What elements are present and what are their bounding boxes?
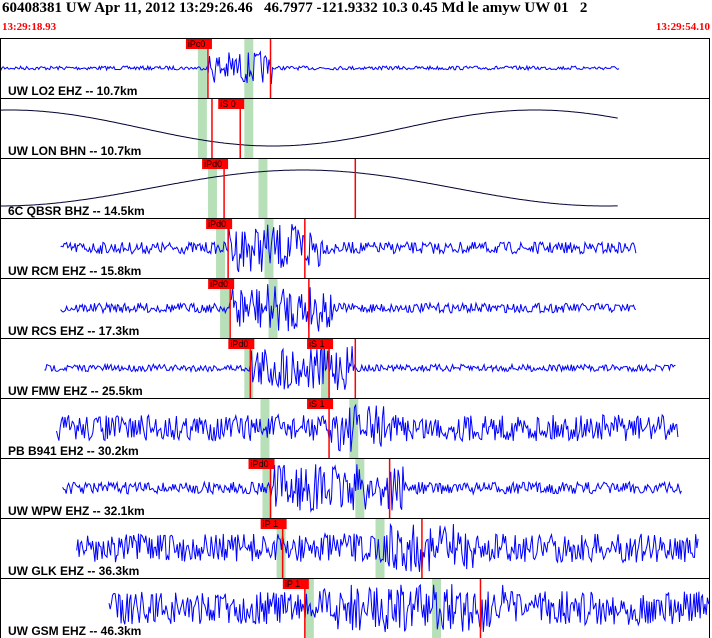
panel-frame-9 (0, 578, 710, 638)
pick-label-4-0: iPd0 (210, 279, 228, 289)
pick-label-9-0: iP 1 (285, 579, 300, 589)
pick-flag-4-0 (208, 278, 235, 289)
pick-window-4-1 (268, 278, 278, 338)
pick-window-9-0 (304, 578, 314, 638)
pick-flag-6-0 (307, 398, 334, 409)
trace-0 (0, 50, 620, 85)
pick-flag-0-0 (185, 38, 212, 49)
pick-flag-5-1 (307, 338, 334, 349)
pick-flag-7-0 (248, 458, 275, 469)
pick-window-5-0 (244, 338, 254, 398)
pick-flag-5-0 (228, 338, 255, 349)
pick-label-8-0: iP 1 (263, 519, 278, 529)
station-label-9: UW GSM EHZ -- 46.3km (8, 624, 141, 638)
pick-window-6-1 (349, 398, 359, 458)
pick-label-5-1: iS 1 (309, 339, 325, 349)
trace-6 (56, 403, 679, 452)
seismogram-plot: iPc0 UW LO2 EHZ -- 10.7km iS 0 UW LON BHN -… (0, 38, 711, 638)
pick-label-7-0: iPd0 (251, 459, 269, 469)
station-label-8: UW GLK EHZ -- 36.3km (8, 564, 139, 578)
pick-label-6-0: iS 1 (309, 399, 325, 409)
pick-label-5-0: iPd0 (230, 339, 248, 349)
pick-window-7-1 (355, 458, 365, 518)
trace-3 (60, 223, 637, 273)
trace-7 (62, 464, 682, 513)
trace-2 (0, 169, 618, 207)
trace-9 (108, 583, 711, 633)
station-label-5: UW FMW EHZ -- 25.5km (8, 384, 143, 398)
start-time-label: 13:29:18.93 (2, 21, 57, 33)
station-label-1: UW LON BHN -- 10.7km (8, 144, 141, 158)
pick-flag-9-0 (282, 578, 309, 589)
pick-label-3-0: iPd0 (208, 219, 226, 229)
trace-4 (60, 284, 637, 332)
station-label-4: UW RCS EHZ -- 17.3km (8, 324, 139, 338)
pick-flag-3-0 (206, 218, 233, 229)
pick-window-0-0 (197, 38, 207, 98)
end-time-label: 13:29:54.10 (655, 21, 710, 33)
trace-8 (76, 522, 699, 572)
pick-window-8-1 (375, 518, 385, 578)
trace-1 (0, 109, 618, 147)
trace-5 (44, 345, 676, 391)
pick-flag-8-0 (260, 518, 287, 529)
pick-window-2-0 (207, 158, 217, 218)
station-label-0: UW LO2 EHZ -- 10.7km (8, 84, 137, 98)
event-title: 60408381 UW Apr 11, 2012 13:29:26.46 46.… (2, 0, 588, 16)
station-label-7: UW WPW EHZ -- 32.1km (8, 504, 145, 518)
pick-window-1-1 (244, 98, 254, 158)
station-label-6: PB B941 EH2 -- 30.2km (8, 444, 139, 458)
pick-label-0-0: iPc0 (188, 39, 206, 49)
station-label-2: 6C QBSR BHZ -- 14.5km (8, 204, 145, 218)
pick-flag-1-0 (218, 98, 245, 109)
pick-window-6-0 (260, 398, 270, 458)
station-label-3: UW RCM EHZ -- 15.8km (8, 264, 141, 278)
pick-label-2-0: iPd0 (204, 159, 222, 169)
pick-label-1-0: iS 0 (220, 99, 236, 109)
pick-window-3-0 (216, 218, 226, 278)
pick-window-2-1 (258, 158, 268, 218)
pick-window-1-0 (197, 98, 207, 158)
pick-flag-2-0 (202, 158, 229, 169)
